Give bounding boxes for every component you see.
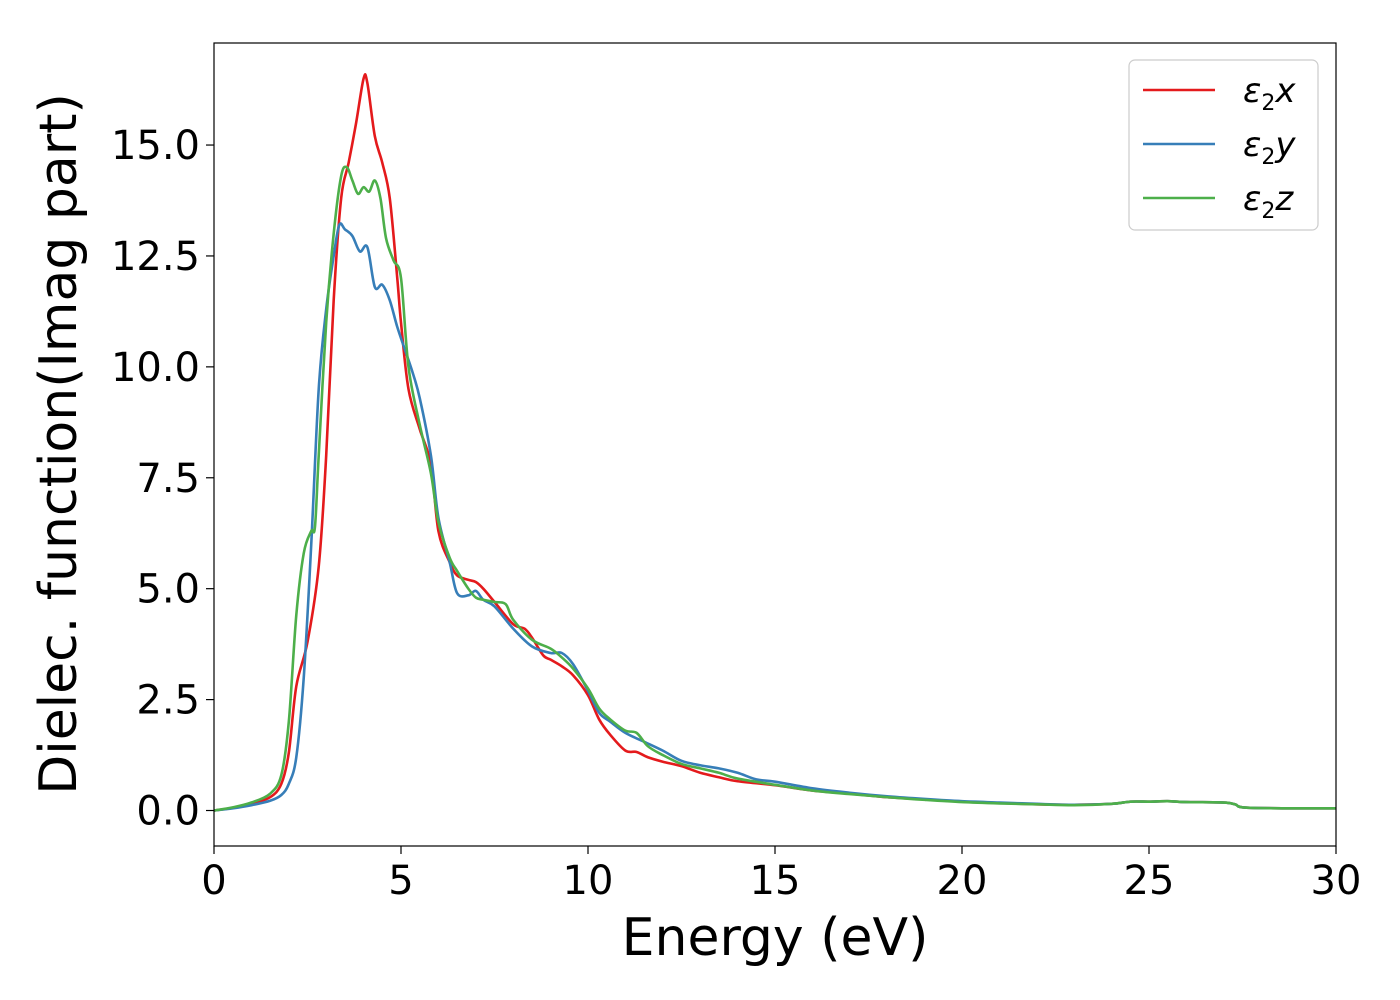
- x-axis-ticks: 0 5 10 15 20 25 30: [201, 846, 1361, 904]
- y-tick-label: 10.0: [111, 345, 200, 391]
- x-tick-label: 30: [1311, 858, 1362, 904]
- x-tick-label: 0: [201, 858, 226, 904]
- y-axis-title: Dielec. function(Imag part): [29, 93, 89, 795]
- y-tick-label: 12.5: [111, 234, 200, 280]
- x-axis-title: Energy (eV): [622, 908, 929, 968]
- legend: ε2x ε2y ε2z: [1128, 59, 1319, 231]
- x-tick-label: 20: [937, 858, 988, 904]
- legend-label-y: ε2y: [1243, 125, 1296, 170]
- x-tick-label: 25: [1124, 858, 1175, 904]
- y-tick-label: 0.0: [136, 789, 200, 835]
- legend-label-x: ε2x: [1243, 71, 1296, 116]
- series-layer: [213, 73, 1337, 812]
- x-tick-label: 5: [388, 858, 413, 904]
- y-tick-label: 5.0: [136, 567, 200, 613]
- y-axis-ticks: 0.0 2.5 5.0 7.5 10.0 12.5 15.0: [111, 123, 214, 835]
- x-tick-label: 10: [563, 858, 614, 904]
- y-tick-label: 2.5: [136, 678, 200, 724]
- y-tick-label: 15.0: [111, 123, 200, 169]
- legend-box: [1128, 59, 1319, 231]
- legend-label-z: ε2z: [1243, 179, 1294, 224]
- x-tick-label: 15: [750, 858, 801, 904]
- series-line-z: [213, 165, 1337, 812]
- y-tick-label: 7.5: [136, 456, 200, 502]
